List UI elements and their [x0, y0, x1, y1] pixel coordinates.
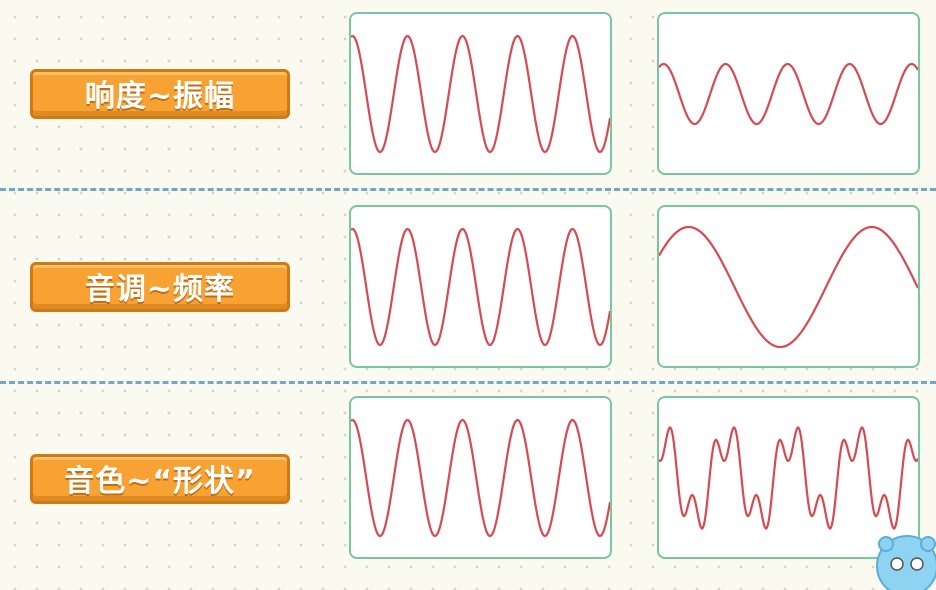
wave-low-frequency	[659, 225, 918, 349]
wave-high-frequency	[351, 227, 610, 347]
loudness-amplitude-label: 响度~振幅	[30, 69, 290, 119]
loudness-small-amplitude-panel	[657, 12, 920, 175]
wave-large-amplitude	[351, 34, 610, 154]
wave-small-amplitude	[659, 62, 918, 126]
pitch-frequency-label: 音调~频率	[30, 262, 290, 312]
pitch-low-frequency-panel	[657, 205, 920, 368]
waveform-line	[659, 62, 918, 126]
timbre-shape-label: 音色~“形状”	[30, 454, 290, 504]
waveform-line	[659, 225, 918, 349]
wave-pure-tone	[351, 418, 610, 538]
loudness-large-amplitude-panel	[349, 12, 612, 175]
waveform-line	[351, 34, 610, 154]
pitch-high-frequency-panel	[349, 205, 612, 368]
timbre-pure-wave-panel	[349, 396, 612, 559]
row-divider-2	[0, 381, 936, 384]
mascot-character	[876, 535, 936, 590]
waveform-line	[351, 227, 610, 347]
row-divider-1	[0, 188, 936, 191]
timbre-complex-wave-panel	[657, 396, 920, 559]
waveform-line	[659, 425, 918, 531]
waveform-line	[351, 418, 610, 538]
wave-complex-shape	[659, 425, 918, 531]
